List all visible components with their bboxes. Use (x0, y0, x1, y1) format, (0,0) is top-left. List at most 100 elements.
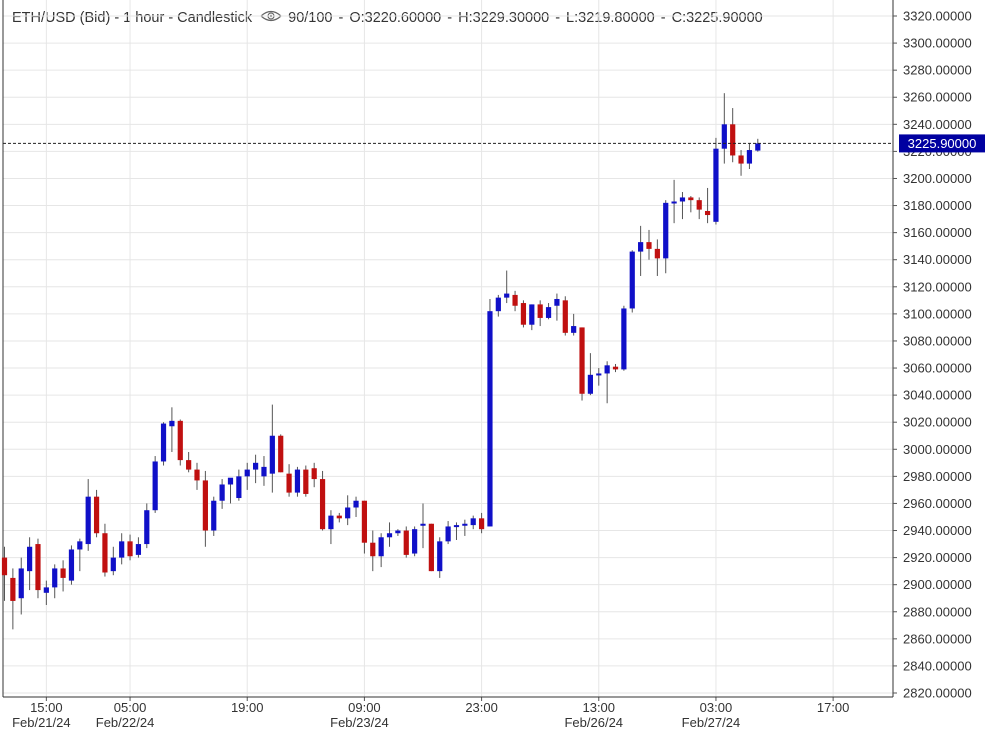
candle-body[interactable] (487, 311, 493, 527)
candle-body[interactable] (135, 544, 142, 555)
candle-body[interactable] (35, 544, 41, 591)
candle-body[interactable] (504, 293, 510, 298)
candle-body[interactable] (177, 420, 183, 461)
candle-body[interactable] (68, 549, 75, 581)
candle-body[interactable] (663, 202, 669, 259)
candle-body[interactable] (746, 150, 753, 164)
candle-body[interactable] (186, 460, 192, 470)
candle-body[interactable] (428, 523, 434, 572)
candle-body[interactable] (453, 525, 460, 528)
candle-body[interactable] (127, 541, 133, 557)
candle-body[interactable] (612, 366, 619, 370)
candle-body[interactable] (571, 326, 577, 333)
candle-body[interactable] (353, 500, 359, 508)
candle-body[interactable] (587, 374, 593, 394)
candle-body[interactable] (671, 201, 677, 204)
candle-body[interactable] (27, 546, 33, 572)
candle-body[interactable] (579, 327, 585, 394)
candle-body[interactable] (445, 526, 451, 542)
candle-body[interactable] (253, 462, 259, 470)
candle-body[interactable] (194, 469, 200, 481)
candle-body[interactable] (93, 496, 100, 534)
candle-body[interactable] (420, 523, 426, 526)
candle-body[interactable] (478, 518, 485, 530)
candle-body[interactable] (211, 500, 217, 531)
candle-body[interactable] (361, 500, 368, 543)
candle-body[interactable] (18, 568, 24, 599)
candle-body[interactable] (1, 557, 8, 576)
y-tick-label: 2960.00000 (903, 496, 972, 511)
candle-body[interactable] (395, 530, 401, 534)
candle-body[interactable] (696, 200, 702, 210)
candle-body[interactable] (169, 420, 175, 427)
candle-body[interactable] (119, 541, 125, 558)
candle-body[interactable] (654, 248, 660, 259)
low-value: L:3219.80000 (566, 10, 655, 26)
candle-body[interactable] (554, 298, 560, 306)
candle-body[interactable] (110, 557, 116, 572)
candle-body[interactable] (462, 523, 468, 526)
candle-body[interactable] (52, 568, 58, 588)
candle-body[interactable] (386, 533, 393, 538)
candle-body[interactable] (713, 148, 719, 222)
candle-body[interactable] (545, 307, 552, 318)
candle-body[interactable] (144, 510, 150, 545)
candle-body[interactable] (638, 242, 644, 252)
candle-body[interactable] (286, 473, 292, 493)
candle-body[interactable] (85, 496, 91, 545)
candle-body[interactable] (437, 541, 443, 572)
candle-body[interactable] (10, 577, 16, 601)
candle-body[interactable] (311, 468, 317, 480)
candle-body[interactable] (688, 197, 694, 201)
y-tick-label: 3160.00000 (903, 225, 972, 240)
candle-body[interactable] (328, 515, 334, 530)
candle-body[interactable] (704, 210, 711, 216)
candle-body[interactable] (629, 251, 635, 309)
candle-body[interactable] (278, 435, 284, 473)
y-tick-label: 3140.00000 (903, 252, 972, 267)
candle-body[interactable] (236, 476, 242, 499)
candle-body[interactable] (596, 373, 602, 376)
candle-body[interactable] (512, 294, 518, 306)
candle-body[interactable] (227, 477, 234, 485)
candle-body[interactable] (60, 568, 66, 578)
candle-body[interactable] (261, 466, 267, 477)
candle-body[interactable] (412, 529, 418, 554)
candle-body[interactable] (529, 304, 535, 325)
candle-body[interactable] (730, 124, 736, 156)
candle-body[interactable] (303, 469, 309, 494)
candle-body[interactable] (202, 480, 208, 531)
candle-body[interactable] (102, 533, 108, 573)
candle-body[interactable] (378, 537, 384, 557)
candle-body[interactable] (244, 469, 250, 477)
candle-body[interactable] (537, 304, 543, 318)
candle-body[interactable] (370, 542, 376, 557)
candle-body[interactable] (269, 435, 275, 474)
y-tick-label: 3260.00000 (903, 90, 972, 105)
candle-body[interactable] (160, 423, 167, 462)
candle-body[interactable] (336, 515, 342, 519)
candle-body[interactable] (152, 461, 158, 511)
candle-body[interactable] (562, 300, 568, 333)
candle-body[interactable] (219, 484, 225, 501)
candle-body[interactable] (470, 518, 476, 526)
candle-body[interactable] (403, 530, 409, 555)
y-tick-label: 3200.00000 (903, 171, 972, 186)
candle-body[interactable] (294, 469, 301, 493)
candle-body[interactable] (604, 365, 610, 374)
candle-body[interactable] (621, 308, 627, 370)
candle-body[interactable] (495, 297, 501, 312)
candle-body[interactable] (520, 303, 527, 325)
candle-body[interactable] (43, 587, 49, 593)
opacity-value: 90/100 (288, 10, 333, 26)
candle-body[interactable] (755, 143, 761, 151)
candle-body[interactable] (738, 155, 744, 164)
candle-body[interactable] (77, 541, 83, 550)
candle-body[interactable] (646, 242, 652, 249)
candle-body[interactable] (345, 507, 351, 519)
candle-body[interactable] (721, 124, 727, 149)
candle-body[interactable] (679, 197, 686, 202)
candle-body[interactable] (319, 479, 326, 530)
